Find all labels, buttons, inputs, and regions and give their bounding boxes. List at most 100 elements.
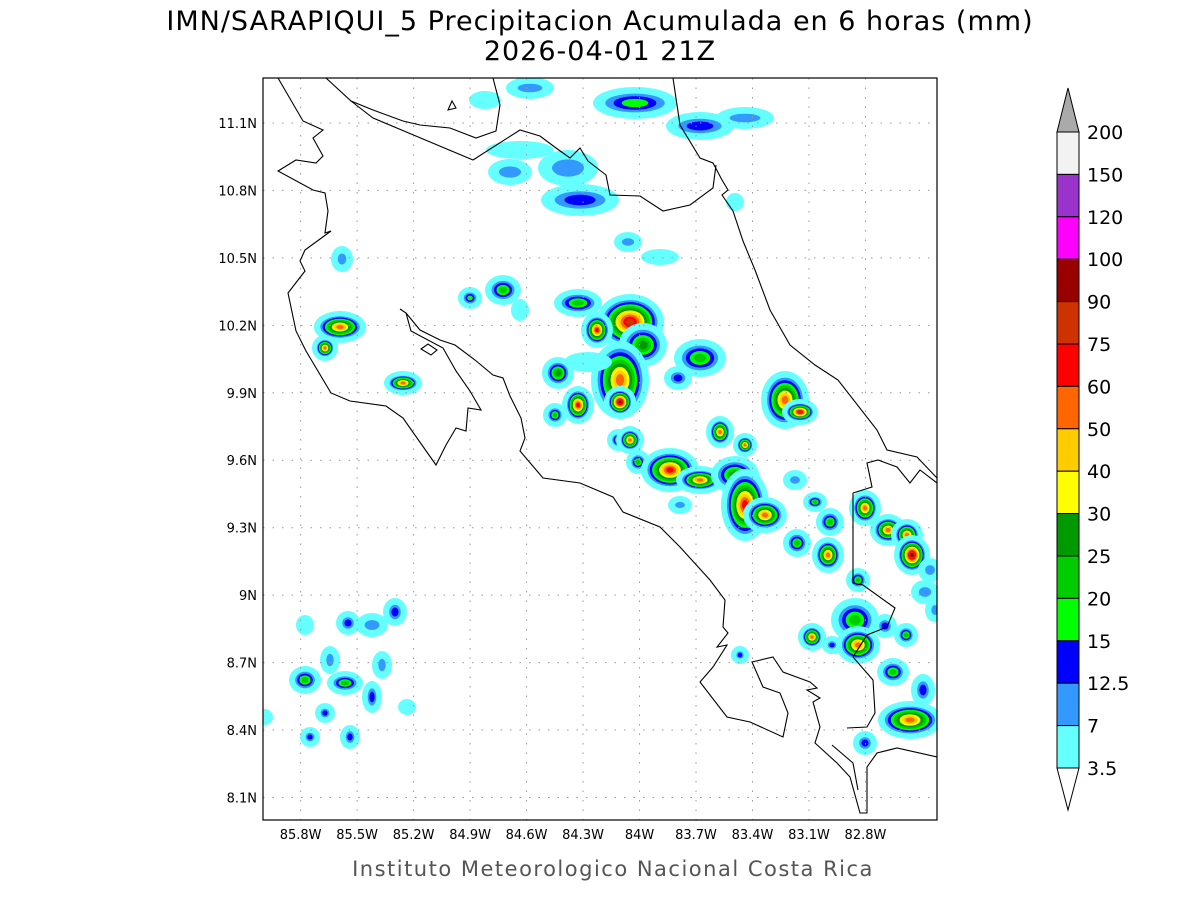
- lat-tick-label: 8.4N: [227, 724, 257, 739]
- contour-level: [919, 684, 927, 696]
- contour-level: [499, 286, 507, 294]
- colorbar-swatch: [1056, 428, 1080, 472]
- gulf-of-nicoya-coast: [405, 312, 937, 814]
- colorbar-swatch: [1056, 513, 1080, 557]
- contour-level: [641, 249, 679, 265]
- contour-level: [469, 91, 501, 109]
- contour-level: [307, 734, 313, 740]
- colorbar-swatch: [1056, 173, 1080, 218]
- map-valid-time: 2026-04-01 21Z: [484, 36, 716, 67]
- contour-level: [827, 519, 833, 525]
- contour-level: [572, 300, 584, 306]
- colorbar-swatch: [1056, 555, 1080, 599]
- contour-level: [301, 677, 309, 683]
- contour-level: [889, 669, 897, 675]
- precipitation-cell: [849, 490, 881, 526]
- precipitation-cell: [877, 658, 909, 686]
- precipitation-contours: [263, 78, 937, 755]
- precipitation-cell: [372, 651, 392, 679]
- precipitation-cell: [383, 598, 407, 626]
- lat-tick-label: 9.9N: [227, 387, 257, 402]
- contour-level: [810, 635, 814, 639]
- precipitation-cell: [581, 312, 613, 348]
- contour-level: [849, 614, 861, 626]
- contour-level: [552, 412, 558, 418]
- contour-level: [323, 346, 327, 350]
- precipitation-cell: [362, 681, 382, 713]
- colorbar-label: 120: [1087, 207, 1123, 229]
- contour-level: [762, 512, 768, 518]
- lon-tick-label: 83.4W: [732, 828, 774, 843]
- lat-tick-label: 11.1N: [218, 117, 257, 132]
- lat-tick-label: 10.5N: [218, 252, 257, 267]
- precipitation-cell: [340, 725, 360, 749]
- precipitation-cell: [554, 289, 602, 317]
- contour-level: [638, 340, 648, 350]
- colorbar-swatch: [1056, 470, 1080, 515]
- precipitation-cell: [911, 580, 937, 604]
- precipitation-cell: [894, 623, 918, 647]
- contour-level: [790, 476, 800, 484]
- colorbar-label: 7: [1087, 716, 1099, 738]
- colorbar-swatch: [1056, 597, 1080, 642]
- precipitation-cell: [542, 357, 574, 389]
- map-plot-area: 85.8W 85.5W 85.2W 84.9W 84.6W 84.3W 84W 83.7W 83…: [218, 77, 938, 843]
- contour-level: [576, 402, 580, 408]
- contour-level: [829, 642, 835, 648]
- contour-level: [686, 121, 714, 131]
- lon-tick-label: 85.2W: [393, 828, 435, 843]
- contour-level: [881, 622, 889, 630]
- lon-tick-label: 82.8W: [845, 828, 887, 843]
- golfito-inlet-coast: [831, 744, 859, 791]
- contour-level: [696, 478, 704, 482]
- map-title: IMN/SARAPIQUI_5 Precipitacion Acumulada …: [166, 6, 1033, 37]
- contour-level: [398, 699, 416, 715]
- contour-level: [296, 615, 314, 635]
- precipitation-cell: [263, 709, 273, 725]
- precipitation-cell: [320, 646, 340, 674]
- colorbar-label: 50: [1087, 419, 1111, 441]
- precipitation-cell: [289, 666, 321, 694]
- lat-tick-label: 10.8N: [218, 184, 257, 199]
- map-frame: [262, 77, 938, 821]
- precipitation-cell: [668, 496, 692, 514]
- contour-level: [798, 410, 802, 414]
- precipitation-cell: [925, 598, 937, 622]
- lat-tick-label: 8.7N: [227, 657, 257, 672]
- contour-level: [618, 400, 622, 404]
- precipitation-cell: [562, 386, 594, 424]
- precipitation-cell: [782, 399, 818, 425]
- contour-level: [517, 83, 543, 93]
- colorbar-label: 3.5: [1087, 758, 1117, 780]
- precipitation-cell: [327, 671, 363, 695]
- lon-tick-label: 83.1W: [788, 828, 830, 843]
- lon-tick-label: 83.7W: [675, 828, 717, 843]
- precipitation-cell: [674, 339, 726, 377]
- lon-tick-label: 84.9W: [449, 828, 491, 843]
- contour-level: [925, 598, 937, 622]
- colorbar-under-triangle: [1056, 767, 1080, 812]
- precipitation-cell: [706, 416, 734, 448]
- contour-level: [726, 193, 744, 211]
- panama-border: [846, 493, 896, 729]
- precipitation-cell: [485, 275, 521, 305]
- contour-level: [781, 395, 789, 405]
- contour-level: [826, 552, 830, 558]
- colorbar-swatch: [1056, 131, 1080, 175]
- contour-level: [675, 501, 685, 509]
- contour-level: [498, 166, 522, 178]
- contour-level: [564, 352, 612, 372]
- colorbar-label: 20: [1087, 588, 1111, 610]
- lat-tick-label: 9.3N: [227, 522, 257, 537]
- lon-tick-label: 84W: [625, 828, 655, 843]
- precipitation-cell: [812, 537, 844, 573]
- colorbar-swatch: [1056, 725, 1080, 769]
- contour-level: [863, 505, 867, 511]
- precipitation-cell: [836, 626, 880, 664]
- contour-level: [337, 253, 347, 265]
- contour-level: [931, 605, 937, 615]
- colorbar-swatch: [1056, 343, 1080, 387]
- gulf-island: [419, 343, 438, 356]
- precipitation-cell: [384, 371, 422, 395]
- precipitation-cell: [783, 529, 811, 557]
